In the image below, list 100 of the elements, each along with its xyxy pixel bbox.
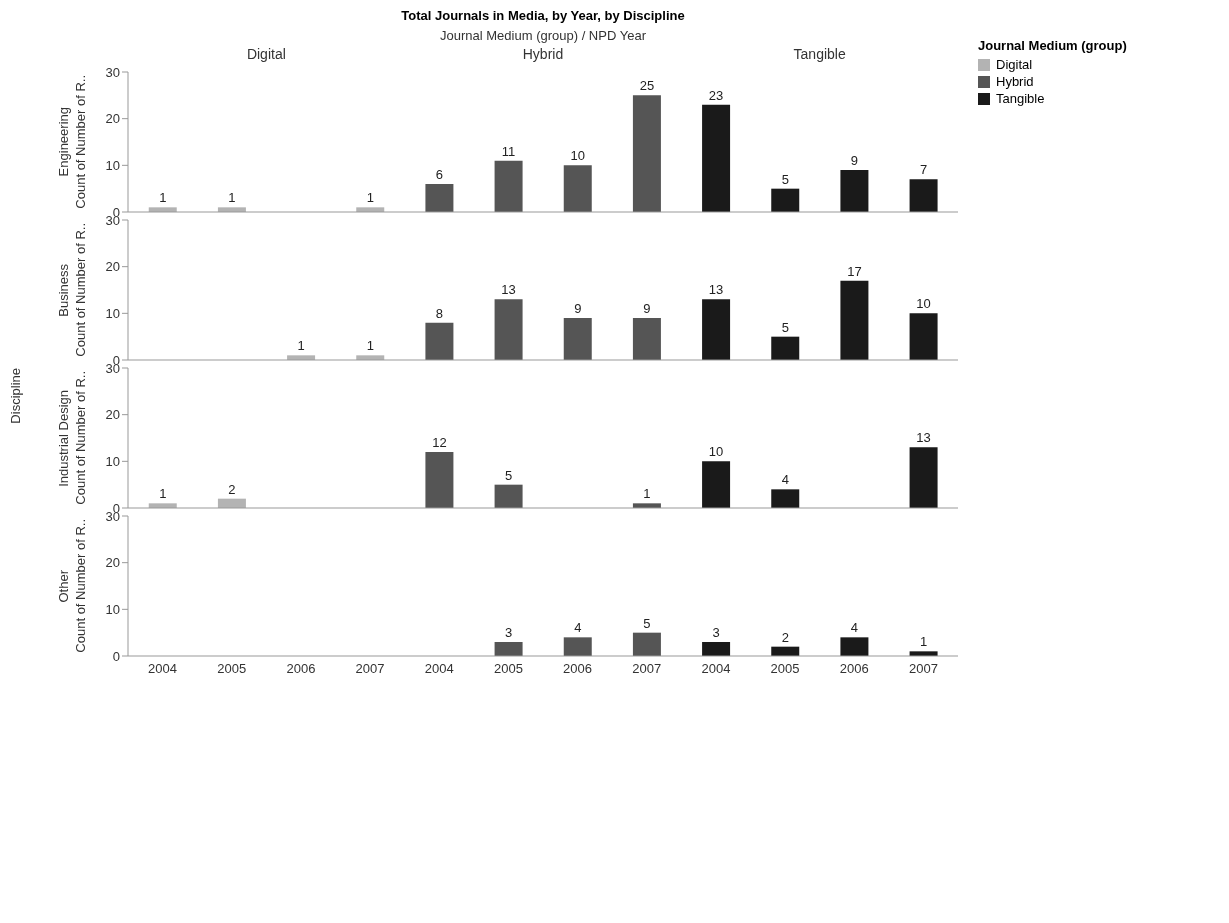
- y-tick-label: 20: [105, 555, 120, 571]
- data-label: 1: [919, 634, 928, 650]
- bar: [632, 95, 661, 212]
- x-axis-title: Journal Medium (group) / NPD Year: [439, 28, 647, 45]
- data-label: 4: [850, 620, 859, 636]
- bar: [840, 170, 869, 212]
- legend-label: Hybrid: [996, 74, 1034, 89]
- x-tick-label: 2006: [286, 661, 316, 677]
- data-label: 1: [228, 190, 236, 206]
- data-label: 1: [366, 190, 374, 206]
- chart-title: Total Journals in Media, by Year, by Discipline: [400, 8, 686, 25]
- y-tick-label: 30: [105, 64, 120, 80]
- bar: [840, 280, 869, 360]
- data-label: 5: [643, 615, 651, 631]
- data-label: 3: [504, 625, 513, 640]
- data-label: 1: [159, 486, 167, 502]
- y-axis-title: Count of Number of R..: [73, 371, 88, 505]
- text: Discipline: [8, 368, 23, 424]
- x-tick-label: 2006: [839, 661, 869, 677]
- data-label: 23: [708, 87, 724, 103]
- x-tick-label: 2007: [355, 661, 385, 677]
- data-label: 4: [574, 620, 582, 636]
- data-label: 25: [639, 78, 655, 94]
- bar: [702, 104, 731, 212]
- x-tick-label: 2005: [770, 661, 800, 677]
- bar: [494, 484, 523, 508]
- data-label: 13: [708, 282, 724, 298]
- bar: [909, 179, 938, 212]
- bar: [563, 318, 592, 360]
- bar: [563, 165, 592, 212]
- text: Digital: [245, 46, 287, 64]
- bar: [702, 299, 731, 360]
- data-label: 7: [919, 162, 928, 178]
- data-label: 10: [708, 444, 724, 460]
- data-label: 1: [366, 338, 374, 354]
- y-tick-label: 10: [105, 601, 120, 617]
- text: Industrial Design: [56, 389, 71, 487]
- bar: [702, 642, 731, 656]
- y-axis-title: Count of Number of R..: [73, 75, 88, 209]
- bar: [563, 637, 592, 656]
- x-tick-label: 2005: [493, 661, 523, 677]
- bar: [425, 452, 454, 508]
- bar: [632, 318, 661, 360]
- x-tick-label: 2007: [908, 661, 938, 677]
- x-tick-label: 2005: [217, 661, 247, 677]
- x-tick-label: 2004: [148, 661, 178, 677]
- data-label: 8: [435, 305, 444, 321]
- data-label: 6: [435, 167, 444, 182]
- y-tick-label: 10: [105, 453, 120, 469]
- bar: [840, 637, 869, 656]
- text: Hybrid: [521, 46, 565, 64]
- data-label: 13: [501, 282, 516, 298]
- data-label: 5: [781, 319, 789, 335]
- bar: [771, 336, 800, 360]
- bar: [494, 299, 523, 360]
- data-label: 2: [228, 481, 236, 497]
- text: Business: [56, 263, 71, 317]
- data-label: 1: [159, 190, 167, 206]
- bar: [494, 642, 523, 656]
- y-tick-label: 20: [105, 111, 120, 127]
- data-label: 12: [432, 435, 447, 450]
- data-label: 10: [916, 296, 931, 312]
- data-label: 1: [643, 486, 651, 502]
- y-axis-title: Count of Number of R..: [73, 519, 88, 653]
- bar: [702, 461, 731, 508]
- y-tick-label: 20: [105, 407, 120, 423]
- data-label: 10: [570, 148, 585, 164]
- data-label: 4: [781, 472, 789, 488]
- bar: [425, 322, 454, 360]
- data-label: 9: [574, 301, 582, 316]
- data-label: 1: [297, 338, 305, 354]
- legend-title: Journal Medium (group): [978, 38, 1127, 53]
- data-label: 13: [916, 430, 931, 446]
- x-tick-label: 2007: [632, 661, 662, 677]
- bar: [909, 447, 938, 508]
- data-label: 9: [643, 301, 651, 316]
- y-tick-label: 0: [112, 648, 120, 664]
- data-label: 3: [712, 625, 720, 640]
- x-tick-label: 2004: [701, 661, 731, 677]
- y-tick-label: 10: [105, 157, 120, 173]
- bar: [632, 632, 661, 656]
- data-label: 9: [850, 153, 859, 168]
- bar: [494, 160, 523, 212]
- bar: [425, 184, 454, 212]
- x-tick-label: 2004: [424, 661, 454, 677]
- legend-label: Tangible: [996, 91, 1045, 106]
- y-axis-title: Count of Number of R..: [73, 223, 88, 357]
- bar: [771, 489, 800, 508]
- y-tick-label: 10: [105, 305, 120, 321]
- data-label: 5: [504, 467, 513, 483]
- text: Other: [56, 569, 71, 603]
- x-tick-label: 2006: [563, 661, 593, 677]
- data-label: 2: [781, 629, 789, 645]
- text: Engineering: [56, 107, 71, 177]
- text: Tangible: [792, 46, 847, 64]
- data-label: 5: [781, 171, 789, 187]
- bar: [771, 188, 800, 212]
- bar: [909, 313, 938, 360]
- data-label: 17: [847, 263, 862, 279]
- y-tick-label: 20: [105, 259, 120, 275]
